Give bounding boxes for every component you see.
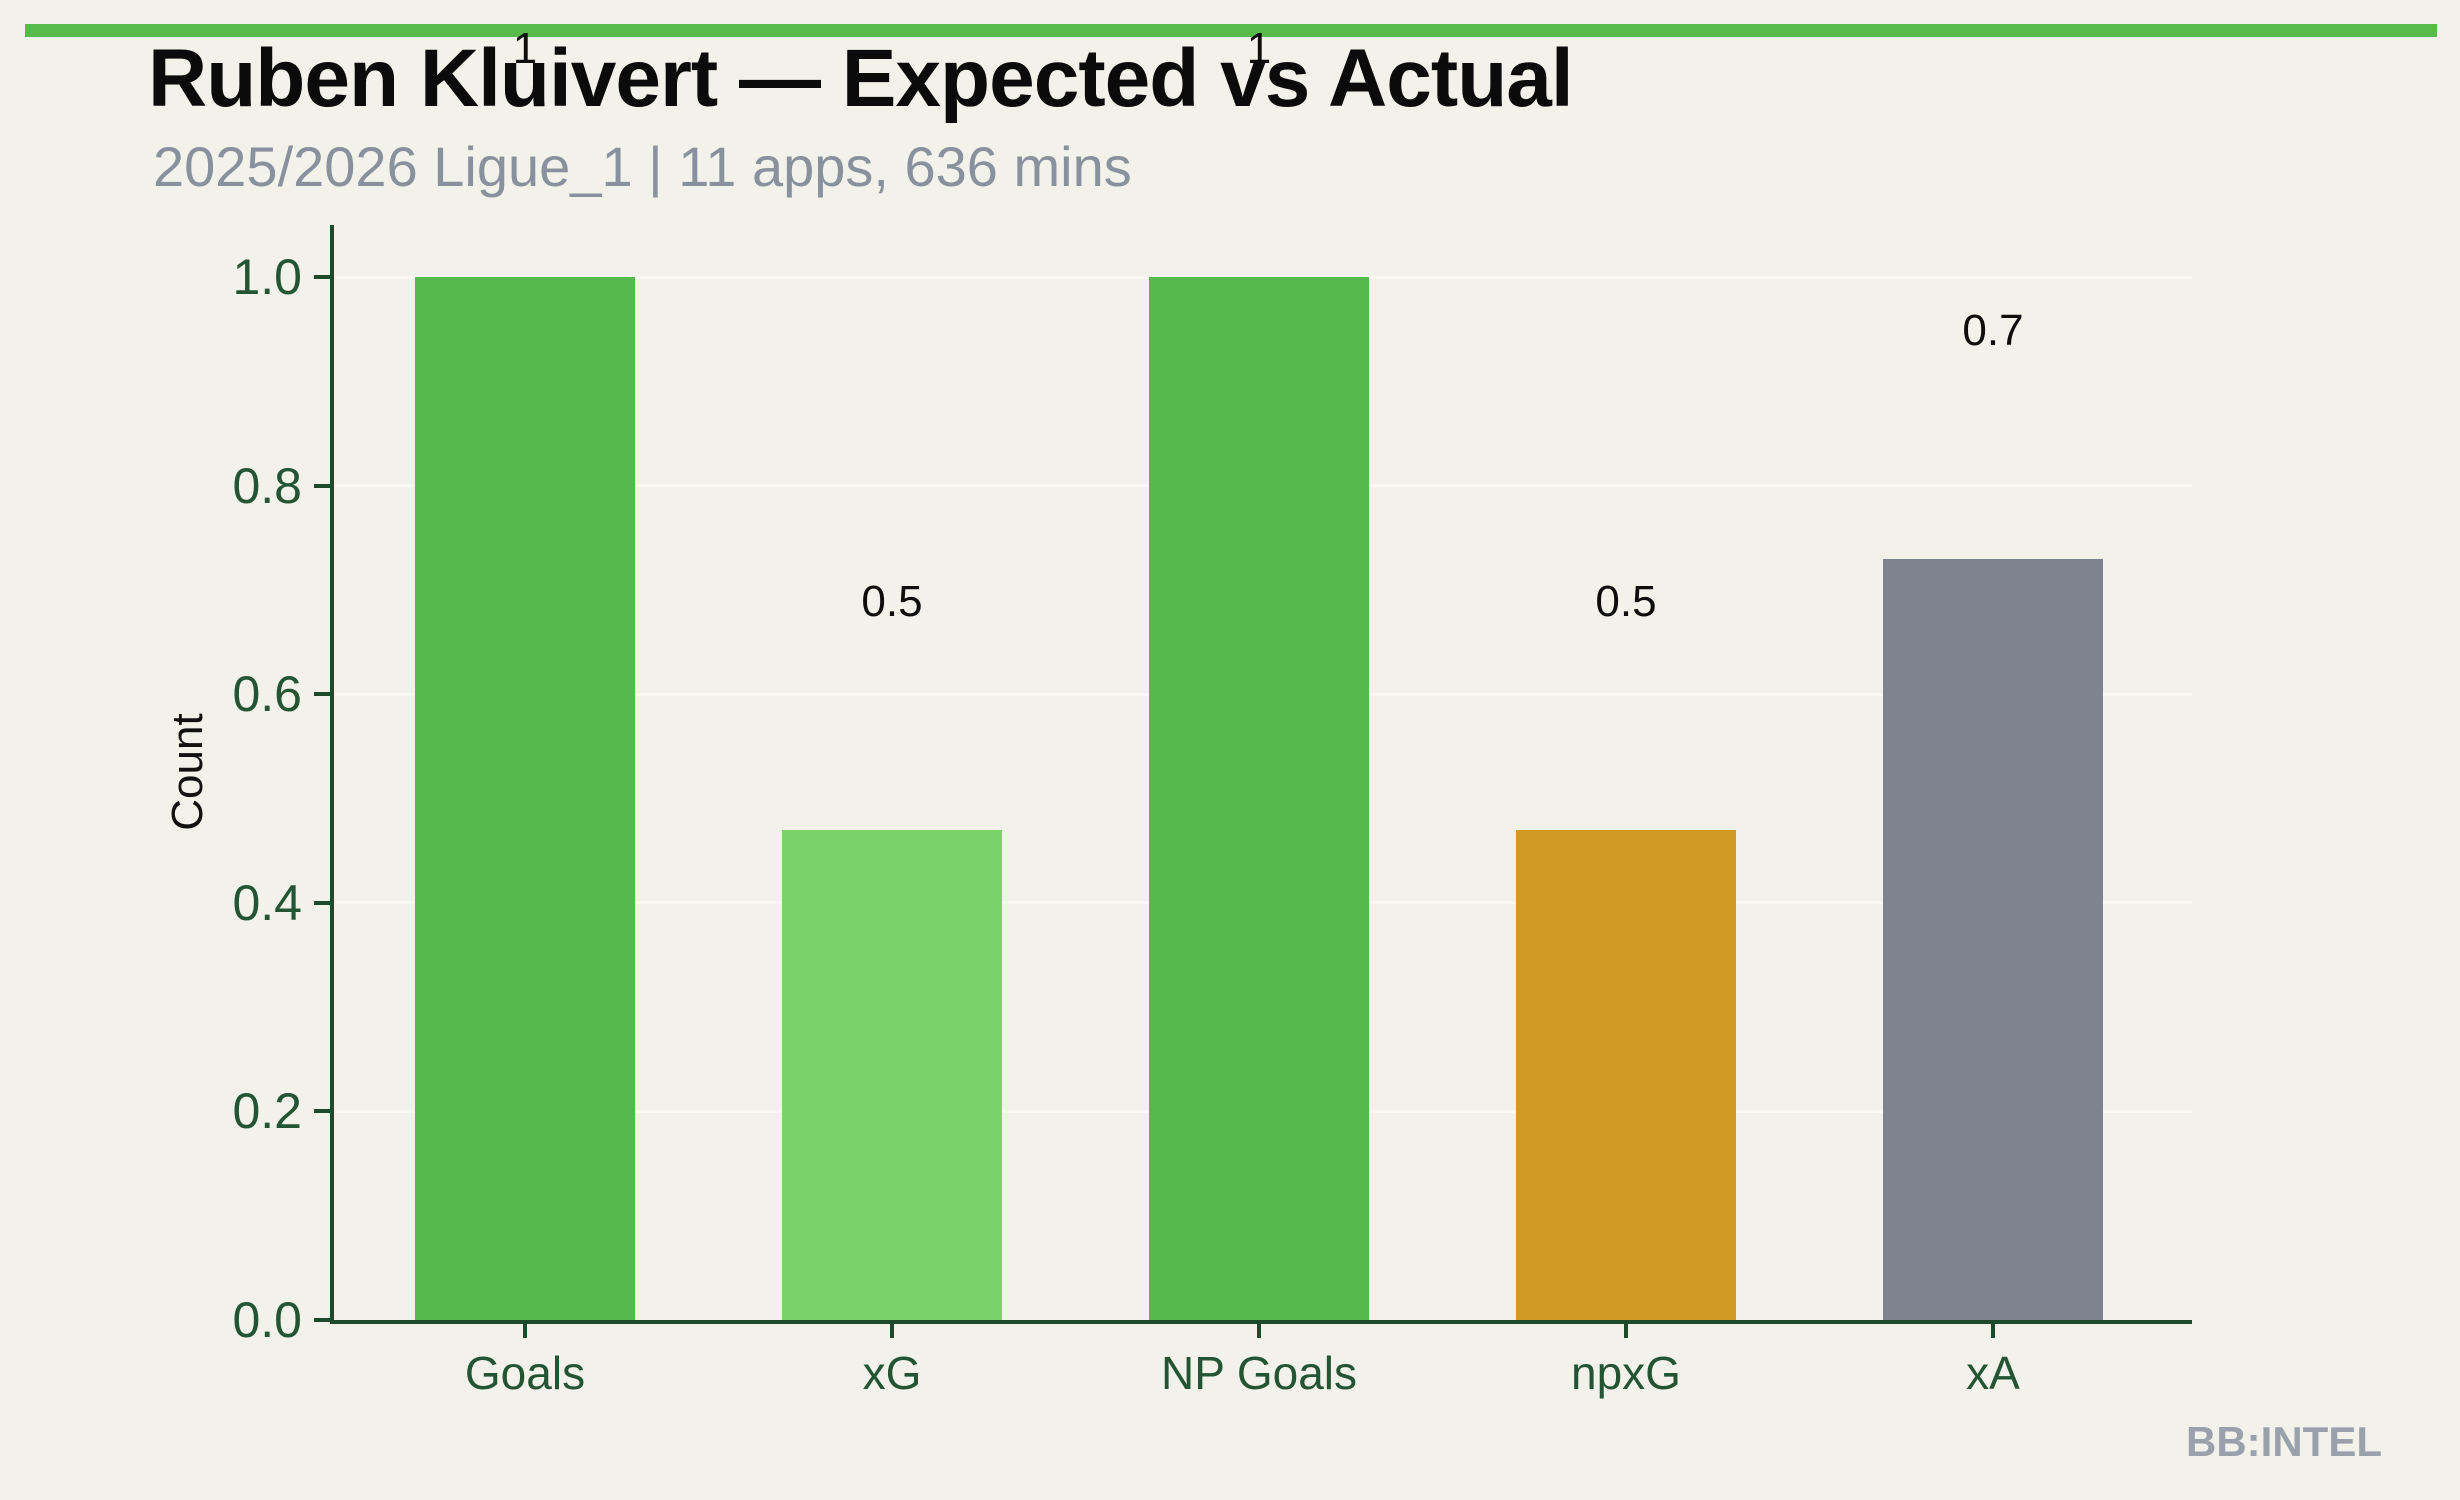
x-tick-mark	[890, 1322, 894, 1338]
y-axis	[330, 225, 334, 1324]
page-subtitle: 2025/2026 Ligue_1 | 11 apps, 636 mins	[153, 135, 1132, 198]
x-tick-mark	[1257, 1322, 1261, 1338]
bar-value-label: 0.7	[1962, 305, 2024, 355]
x-tick-mark	[523, 1322, 527, 1338]
x-tick-label: xG	[862, 1347, 922, 1399]
bar-np-goals	[1149, 277, 1369, 1320]
x-axis	[330, 1320, 2192, 1324]
y-axis-title: Count	[163, 713, 212, 831]
y-tick-mark	[314, 483, 332, 488]
x-tick-mark	[1991, 1322, 1995, 1338]
y-tick-label: 0.8	[232, 457, 302, 514]
bar-value-label: 1	[512, 24, 538, 74]
bar-value-label: 0.5	[1595, 576, 1657, 626]
y-tick-mark	[314, 900, 332, 905]
bar-xa	[1883, 558, 2103, 1320]
x-tick-mark	[1624, 1322, 1628, 1338]
y-tick-label: 0.4	[232, 874, 302, 931]
bar-npxg	[1516, 829, 1736, 1320]
y-tick-mark	[314, 1109, 332, 1114]
y-tick-mark	[314, 275, 332, 280]
x-tick-label: Goals	[464, 1347, 586, 1399]
y-tick-label: 0.2	[232, 1083, 302, 1140]
bar-value-label: 0.5	[861, 576, 923, 626]
y-tick-label: 1.0	[232, 249, 302, 306]
top-accent-bar	[25, 24, 2437, 37]
watermark: BB:INTEL	[2186, 1418, 2382, 1465]
x-tick-label: npxG	[1571, 1347, 1681, 1399]
bar-value-label: 1	[1246, 24, 1272, 74]
bar-xg	[782, 829, 1002, 1320]
bar-goals	[415, 277, 635, 1320]
x-tick-label: xA	[1966, 1347, 2020, 1399]
page-title: Ruben Kluivert — Expected vs Actual	[148, 33, 1574, 124]
y-tick-label: 0.6	[232, 666, 302, 723]
x-tick-label: NP Goals	[1160, 1347, 1358, 1399]
y-tick-mark	[314, 692, 332, 697]
y-tick-label: 0.0	[232, 1292, 302, 1348]
y-tick-mark	[314, 1318, 332, 1322]
